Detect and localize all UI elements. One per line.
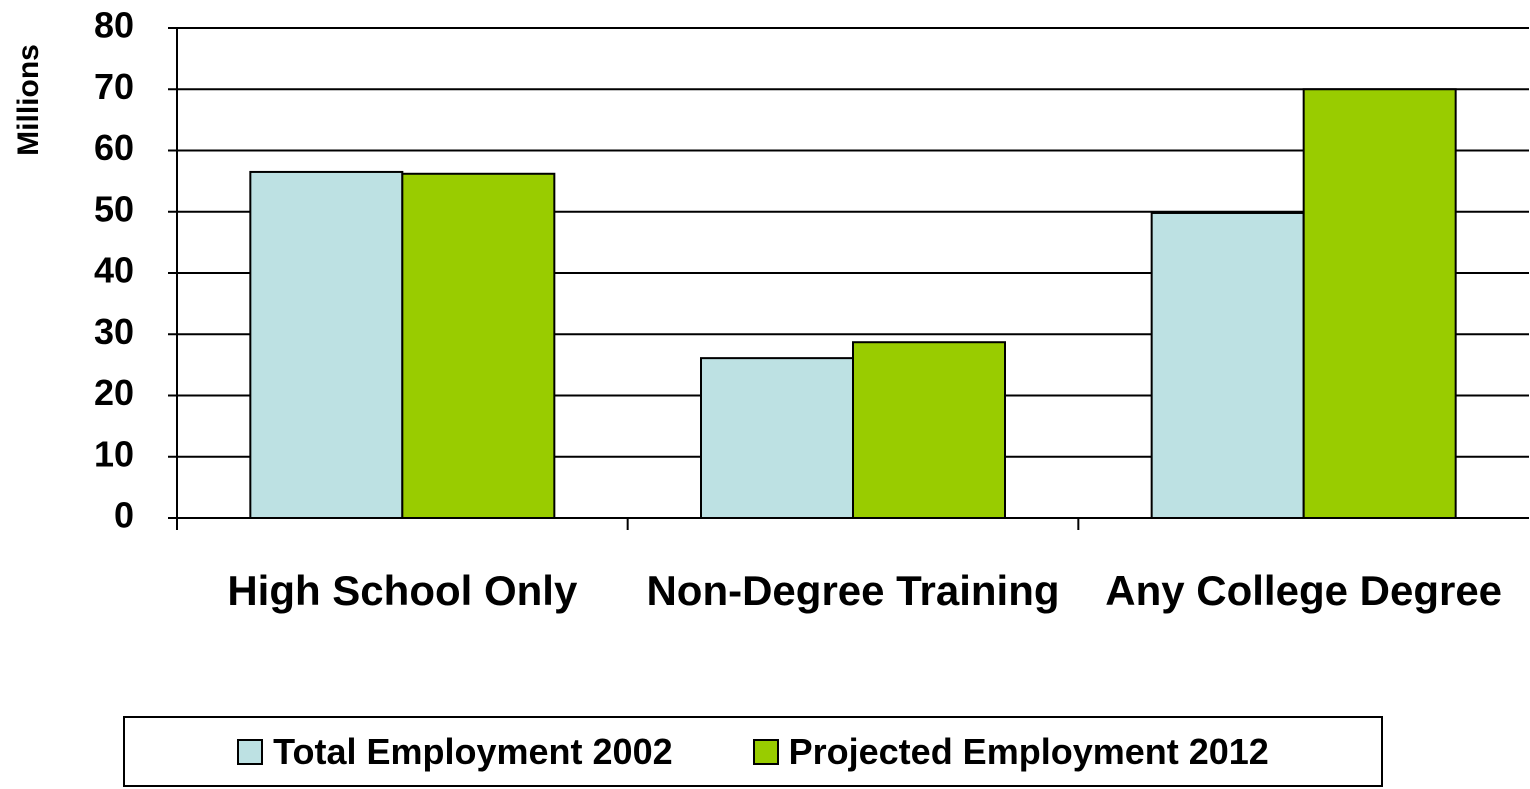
- legend-item: Total Employment 2002: [237, 730, 673, 773]
- plot: Millions 0 10 20 30 40 50 60 70 80: [12, 5, 1529, 536]
- bar: [401, 172, 556, 519]
- bar: [1302, 88, 1457, 519]
- legend: Total Employment 2002 Projected Employmen…: [123, 716, 1383, 787]
- x-tick-label: Non-Degree Training: [646, 567, 1060, 614]
- y-tick-label: 10: [94, 433, 134, 474]
- legend-item: Projected Employment 2012: [752, 730, 1269, 773]
- legend-label: Total Employment 2002: [273, 730, 673, 772]
- y-tick-label: 60: [94, 127, 134, 168]
- y-tick-label: 80: [94, 5, 134, 46]
- y-tick-label: 40: [94, 250, 134, 291]
- y-tick-label: 0: [114, 495, 134, 536]
- bar: [1150, 211, 1305, 519]
- y-tick-label: 50: [94, 188, 134, 229]
- x-tick-label: High School Only: [227, 567, 578, 614]
- y-tick-label: 30: [94, 311, 134, 352]
- y-tick-label: 20: [94, 372, 134, 413]
- bar: [249, 170, 404, 519]
- bar: [852, 341, 1006, 519]
- y-tick-label: 70: [94, 66, 134, 107]
- bar: [700, 357, 854, 520]
- legend-label: Projected Employment 2012: [788, 730, 1269, 772]
- legend-swatch: [237, 738, 264, 765]
- x-tick-label: Any College Degree: [1105, 567, 1503, 614]
- y-axis-label: Millions: [12, 44, 45, 156]
- legend-swatch: [752, 738, 779, 765]
